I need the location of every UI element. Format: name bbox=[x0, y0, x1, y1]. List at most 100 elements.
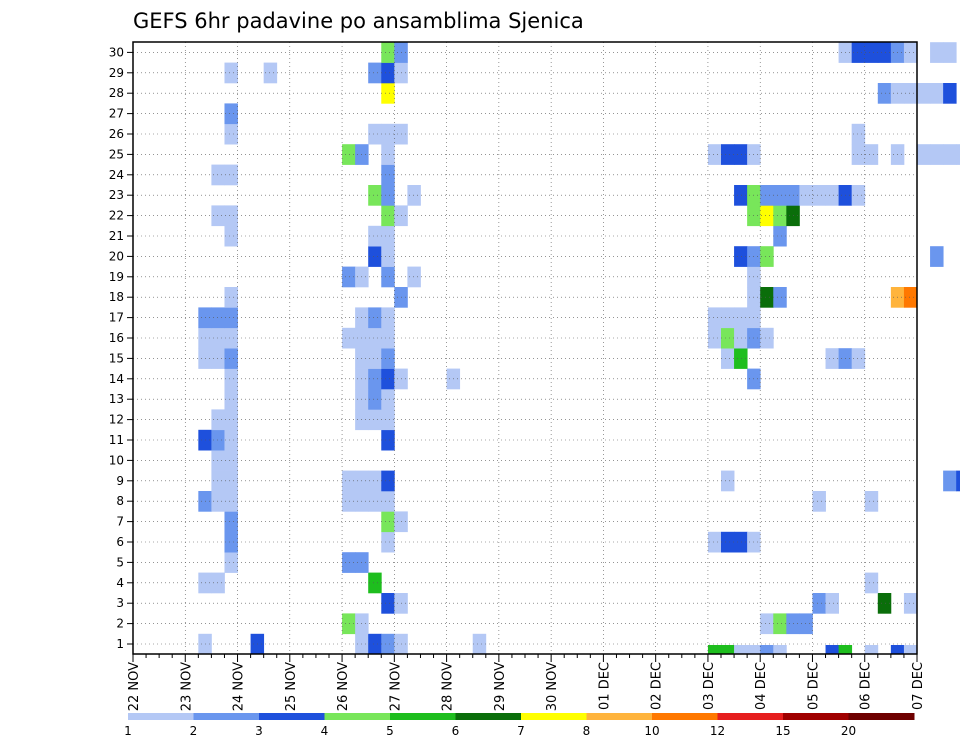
precip-cell bbox=[368, 633, 382, 655]
precip-cell bbox=[342, 144, 356, 165]
precip-cell bbox=[851, 185, 866, 206]
precip-cell bbox=[224, 327, 238, 349]
precip-cell bbox=[224, 429, 238, 451]
legend-swatch bbox=[324, 713, 391, 720]
precip-cell bbox=[381, 633, 395, 655]
precip-cell bbox=[773, 287, 787, 308]
x-tick-label: 02 DEC bbox=[650, 662, 665, 710]
y-tick-label: 14 bbox=[109, 372, 124, 386]
precip-cell bbox=[407, 266, 421, 288]
precip-cell bbox=[760, 613, 774, 635]
precip-cell bbox=[734, 531, 748, 553]
precip-cell bbox=[368, 246, 382, 267]
precip-cell bbox=[224, 62, 238, 84]
precip-cell bbox=[211, 409, 225, 431]
precip-cell bbox=[342, 470, 356, 492]
precip-cell bbox=[224, 287, 238, 308]
precip-cell bbox=[224, 164, 238, 186]
legend-swatch bbox=[521, 713, 587, 720]
precip-cell bbox=[760, 645, 774, 655]
legend-label: 6 bbox=[452, 724, 460, 738]
precip-cell bbox=[381, 531, 395, 553]
precip-cell bbox=[211, 327, 225, 349]
precip-cell bbox=[707, 307, 722, 329]
legend-label: 1 bbox=[124, 724, 132, 738]
precip-cell bbox=[760, 327, 774, 349]
precip-cell bbox=[903, 42, 918, 63]
precip-cell bbox=[368, 368, 382, 390]
precip-cell bbox=[211, 572, 225, 594]
y-tick-label: 30 bbox=[109, 45, 124, 59]
x-tick-label: 07 DEC bbox=[911, 662, 926, 710]
y-tick-label: 22 bbox=[109, 209, 124, 223]
y-tick-label: 5 bbox=[116, 555, 124, 569]
precip-cell bbox=[760, 287, 774, 308]
precip-cell bbox=[943, 83, 957, 104]
precip-cell bbox=[864, 42, 879, 63]
y-tick-label: 1 bbox=[116, 637, 124, 651]
y-tick-label: 9 bbox=[116, 474, 124, 488]
y-tick-label: 6 bbox=[116, 535, 124, 549]
precip-cell bbox=[956, 144, 960, 165]
precip-cell bbox=[760, 246, 774, 267]
precip-cell bbox=[943, 42, 957, 63]
y-tick-label: 3 bbox=[116, 596, 124, 610]
precip-cell bbox=[943, 470, 957, 492]
precip-cell bbox=[381, 62, 395, 84]
precip-cell bbox=[773, 225, 787, 247]
precip-cell bbox=[721, 470, 735, 492]
precip-cell bbox=[812, 185, 826, 206]
precip-cell bbox=[734, 185, 748, 206]
y-tick-label: 26 bbox=[109, 127, 124, 141]
precip-cell bbox=[734, 307, 748, 329]
precip-cell bbox=[224, 552, 238, 573]
precip-cell bbox=[773, 185, 787, 206]
precip-cell bbox=[825, 593, 839, 614]
grid-layer bbox=[132, 42, 918, 654]
x-tick-label: 26 NOV bbox=[336, 662, 351, 711]
precip-cell bbox=[381, 389, 395, 410]
y-tick-label: 25 bbox=[109, 147, 124, 161]
precip-cell bbox=[224, 368, 238, 390]
precip-cell bbox=[224, 531, 238, 553]
precip-cell bbox=[224, 491, 238, 512]
precip-cell bbox=[211, 491, 225, 512]
precip-cell bbox=[707, 144, 722, 165]
precip-cell bbox=[211, 205, 225, 227]
x-tick-label: 04 DEC bbox=[754, 662, 769, 710]
precip-cell bbox=[825, 348, 839, 369]
precip-cell bbox=[381, 327, 395, 349]
precip-cell bbox=[368, 225, 382, 247]
legend-swatch bbox=[128, 713, 194, 720]
precip-cell bbox=[211, 164, 225, 186]
precip-cell bbox=[381, 368, 395, 390]
precip-cell bbox=[368, 327, 382, 349]
y-tick-label: 18 bbox=[109, 290, 124, 304]
precip-cell bbox=[211, 307, 225, 329]
precip-cell bbox=[381, 348, 395, 369]
y-tick-label: 2 bbox=[116, 617, 124, 631]
precip-cell bbox=[368, 123, 382, 145]
x-tick-label: 27 NOV bbox=[388, 662, 403, 711]
precip-cell bbox=[721, 531, 735, 553]
legend-label: 5 bbox=[386, 724, 394, 738]
precip-cell bbox=[342, 552, 356, 573]
legend-swatch bbox=[848, 713, 915, 720]
x-axis: 22 NOV 23 NOV 24 NOV 25 NOV 26 NOV 27 NOV 28 N… bbox=[127, 654, 926, 711]
precip-cell bbox=[930, 83, 944, 104]
precip-cell bbox=[734, 144, 748, 165]
y-axis: 1234567891011121314151617181920212223242… bbox=[109, 45, 133, 651]
legend-label: 3 bbox=[255, 724, 263, 738]
precip-cell bbox=[381, 42, 395, 63]
y-tick-label: 24 bbox=[109, 168, 124, 182]
precip-cell bbox=[368, 470, 382, 492]
precip-cell bbox=[903, 83, 918, 104]
y-tick-label: 13 bbox=[109, 392, 124, 406]
legend-label: 8 bbox=[583, 724, 591, 738]
chart-title: GEFS 6hr padavine po ansamblima Sjenica bbox=[133, 9, 584, 33]
precip-cell bbox=[877, 42, 892, 63]
precip-cell bbox=[930, 42, 944, 63]
precip-cell bbox=[799, 613, 813, 635]
precip-cell bbox=[407, 185, 421, 206]
